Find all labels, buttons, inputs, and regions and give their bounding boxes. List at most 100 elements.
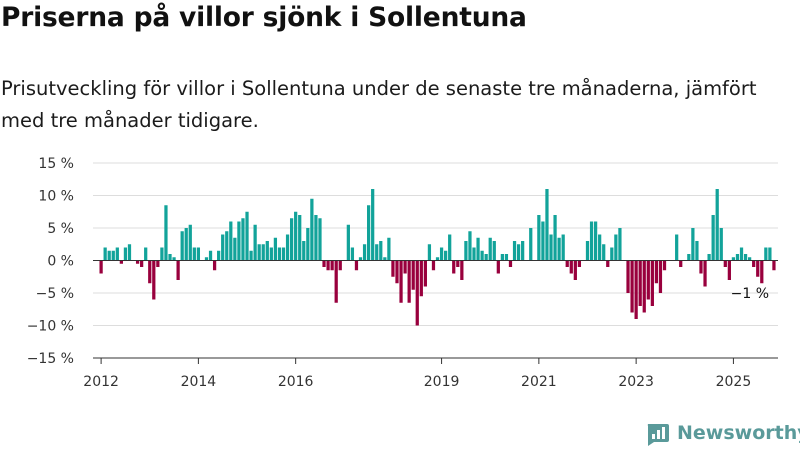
bar: [314, 215, 318, 261]
bar: [756, 260, 760, 277]
bar: [602, 244, 606, 261]
bar: [302, 241, 306, 261]
bar: [281, 247, 286, 261]
chart-title: Priserna på villor sjönk i Sollentuna: [1, 2, 527, 33]
bar: [395, 260, 399, 284]
bar: [598, 234, 602, 261]
bar: [261, 244, 265, 261]
y-tick-label: 5 %: [47, 221, 74, 237]
bar: [160, 247, 164, 261]
bar: [569, 260, 573, 274]
bar: [634, 260, 638, 319]
bar: [658, 260, 663, 293]
bar: [557, 237, 561, 261]
bar: [549, 234, 553, 261]
bar: [448, 234, 452, 261]
bar: [196, 247, 201, 261]
x-tick-label: 2023: [618, 374, 654, 390]
bar: [735, 254, 740, 261]
bar: [208, 250, 213, 261]
bar: [379, 241, 383, 261]
bar: [423, 260, 427, 287]
bar: [119, 260, 123, 264]
x-tick-label: 2025: [716, 374, 752, 390]
bar: [646, 260, 650, 300]
bar: [492, 241, 496, 261]
bar: [606, 260, 610, 267]
bar: [192, 247, 196, 261]
bar: [727, 260, 731, 280]
bar: [127, 244, 132, 261]
bar: [508, 260, 513, 267]
bar: [188, 224, 192, 261]
bar: [731, 257, 736, 261]
bar: [310, 198, 314, 261]
bar: [269, 247, 273, 261]
bar: [496, 260, 500, 274]
bar: [399, 260, 403, 303]
bar: [358, 257, 363, 261]
bar: [695, 241, 699, 261]
bar: [654, 260, 659, 284]
bar: [322, 260, 326, 267]
bar: [99, 260, 103, 274]
bar: [111, 250, 115, 261]
bar: [626, 260, 630, 293]
bar: [460, 260, 464, 280]
brand-logo: Newsworthy: [645, 419, 800, 447]
bar: [354, 260, 359, 271]
bar: [229, 221, 233, 261]
bar: [326, 260, 330, 271]
bar: [144, 247, 148, 261]
bar: [273, 237, 278, 261]
bar: [221, 234, 225, 261]
bar: [553, 215, 557, 261]
bar: [334, 260, 338, 303]
bar: [164, 205, 168, 261]
bar: [375, 244, 379, 261]
bar: [468, 231, 472, 261]
bar: [152, 260, 156, 300]
bar: [253, 224, 257, 261]
bar: [589, 221, 594, 261]
bar: [237, 221, 241, 261]
y-tick-label: −5 %: [36, 286, 74, 302]
bar: [719, 228, 723, 261]
bar: [204, 257, 209, 261]
bar: [233, 237, 237, 261]
bar: [371, 189, 375, 261]
bar: [687, 254, 691, 261]
bar: [630, 260, 634, 313]
bar: [638, 260, 642, 306]
bar: [610, 247, 614, 261]
bar: [577, 260, 582, 267]
y-tick-label: −15 %: [27, 351, 74, 367]
bar: [212, 260, 217, 271]
bar: [249, 250, 253, 261]
bar: [699, 260, 703, 274]
bar: [168, 254, 172, 261]
y-tick-label: 15 %: [38, 156, 74, 172]
bar: [512, 241, 517, 261]
y-tick-label: −10 %: [27, 319, 74, 335]
bar: [140, 260, 144, 267]
newsworthy-chart-logo-icon: [647, 423, 669, 446]
bar: [148, 260, 152, 284]
bar: [241, 218, 245, 261]
bar: [403, 260, 407, 274]
bar: [476, 237, 480, 261]
bar: [772, 260, 776, 271]
bar: [484, 254, 488, 261]
x-tick-label: 2012: [83, 374, 119, 390]
bar: [541, 221, 545, 261]
bar: [642, 260, 646, 313]
x-tick-label: 2014: [181, 374, 217, 390]
bar: [330, 260, 334, 271]
bar: [289, 218, 294, 261]
bar: [135, 260, 140, 264]
bar: [715, 189, 719, 261]
bar: [350, 247, 355, 261]
bar: [739, 247, 744, 261]
bar: [480, 250, 484, 261]
